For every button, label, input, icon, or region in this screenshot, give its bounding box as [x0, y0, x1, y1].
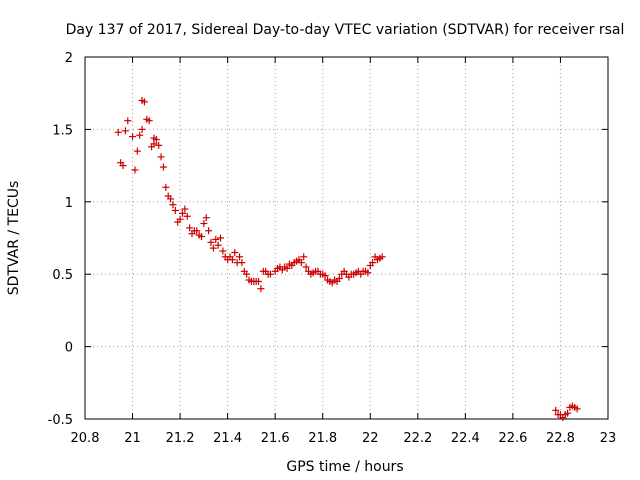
data-point	[266, 270, 274, 278]
data-point	[152, 136, 160, 144]
x-tick-label: 21.8	[308, 431, 337, 446]
data-point	[145, 117, 153, 125]
y-tick-label: 0.5	[52, 268, 73, 283]
y-axis-label: SDTVAR / TECUs	[6, 181, 22, 296]
data-point	[321, 272, 329, 280]
data-point	[378, 253, 386, 261]
data-point	[212, 235, 220, 243]
y-tick-label: 1.5	[52, 123, 73, 138]
data-point	[335, 275, 343, 283]
chart-title: Day 137 of 2017, Sidereal Day-to-day VTE…	[66, 22, 625, 38]
x-tick-label: 21.2	[166, 431, 195, 446]
data-point	[369, 259, 377, 267]
data-point	[169, 201, 177, 209]
x-tick-label: 22.2	[403, 431, 432, 446]
data-point	[231, 248, 239, 256]
data-point	[183, 212, 191, 220]
data-point	[228, 256, 236, 264]
plot-frame	[84, 56, 609, 420]
x-tick-label: 21	[124, 431, 141, 446]
data-point	[178, 209, 186, 217]
data-point	[186, 224, 194, 232]
data-point	[150, 140, 158, 148]
data-point	[133, 147, 141, 155]
data-point	[124, 117, 132, 125]
x-tick-label: 23	[600, 431, 617, 446]
data-point	[297, 259, 305, 267]
data-point	[171, 206, 179, 214]
grid-lines	[85, 57, 608, 419]
data-point	[176, 215, 184, 223]
axes: 20.8 21 21.2 21.4 21.6 21.8 22 22.2 22.4 22.6 22.8…	[48, 51, 617, 446]
data-point	[209, 244, 217, 252]
data-point	[552, 406, 560, 414]
x-tick-label: 22	[362, 431, 379, 446]
data-point	[205, 227, 213, 235]
data-point	[257, 285, 265, 293]
x-tick-label: 20.8	[71, 431, 100, 446]
data-point	[129, 133, 137, 141]
data-point	[131, 166, 139, 174]
data-point	[181, 205, 189, 213]
x-axis-label: GPS time / hours	[286, 459, 403, 475]
data-point	[167, 195, 175, 203]
data-point	[573, 405, 581, 413]
y-tick-label: 1	[65, 196, 73, 211]
data-point	[300, 253, 308, 261]
data-point	[214, 241, 222, 249]
data-point	[564, 409, 572, 417]
data-point	[255, 277, 263, 285]
data-point	[202, 214, 210, 222]
data-point	[119, 162, 127, 170]
data-point	[364, 269, 372, 277]
data-point	[155, 141, 163, 149]
data-point	[238, 259, 246, 267]
data-point	[243, 270, 251, 278]
data-point	[138, 125, 146, 133]
y-tick-label: -0.5	[48, 413, 73, 428]
data-point	[207, 238, 215, 246]
data-point	[283, 264, 291, 272]
x-tick-label: 22.6	[498, 431, 527, 446]
data-point	[193, 227, 201, 235]
data-point	[157, 153, 165, 161]
data-point	[159, 163, 167, 171]
data-point	[140, 98, 148, 106]
data-point	[121, 127, 129, 135]
data-point	[136, 131, 144, 139]
data-point	[197, 233, 205, 241]
data-points	[114, 96, 581, 422]
x-tick-label: 22.8	[546, 431, 575, 446]
data-point	[236, 253, 244, 261]
data-point	[200, 220, 208, 228]
x-tick-label: 21.6	[261, 431, 290, 446]
data-point	[217, 234, 225, 242]
y-tick-label: 0	[65, 341, 73, 356]
data-point	[114, 128, 122, 136]
data-point	[219, 247, 227, 255]
y-tick-label: 2	[65, 51, 73, 66]
data-point	[302, 263, 310, 271]
data-point	[162, 183, 170, 191]
x-tick-label: 21.4	[213, 431, 242, 446]
x-tick-label: 22.4	[451, 431, 480, 446]
